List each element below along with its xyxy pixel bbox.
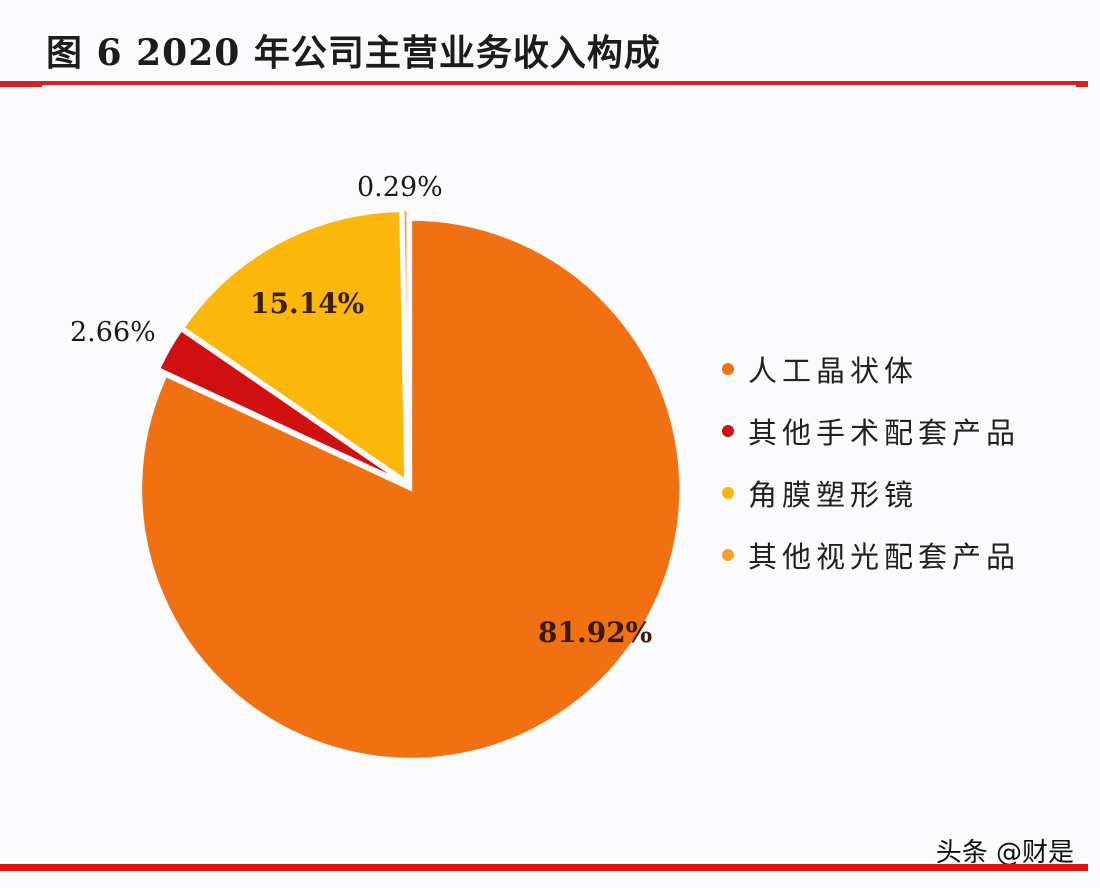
chart-legend: 人工晶状体 其他手术配套产品 角膜塑形镜 其他视光配套产品 [722,338,1020,586]
legend-label: 其他手术配套产品 [748,416,1021,450]
slice-optometry [401,208,410,481]
bottom-divider [0,864,1088,871]
label-orthok: 15.14% [250,287,364,320]
top-divider-left-cap [0,81,42,87]
chart-title: 图 6 2020 年公司主营业务收入构成 [46,32,661,74]
legend-item-surgical: 其他手术配套产品 [722,400,1020,462]
legend-item-orthok: 角膜塑形镜 [722,462,1020,524]
legend-swatch-icon [722,549,734,561]
legend-label: 角膜塑形镜 [748,478,919,512]
legend-label: 人工晶状体 [748,354,919,388]
legend-item-optometry: 其他视光配套产品 [722,524,1020,586]
label-surgical: 2.66% [70,317,156,348]
top-divider [0,81,1088,87]
slice-iol [139,217,683,761]
legend-label: 其他视光配套产品 [748,540,1021,574]
top-divider-right-cap [1076,81,1088,87]
legend-swatch-icon [722,487,734,499]
pie-slices [139,208,683,761]
legend-swatch-icon [722,425,734,437]
slice-surgical [156,327,405,484]
watermark: 头条 @财是 [935,838,1074,868]
label-iol: 81.92% [538,616,652,649]
slice-orthok [180,209,408,484]
label-optometry: 0.29% [357,172,443,203]
legend-item-iol: 人工晶状体 [722,338,1020,400]
legend-swatch-icon [722,363,734,375]
